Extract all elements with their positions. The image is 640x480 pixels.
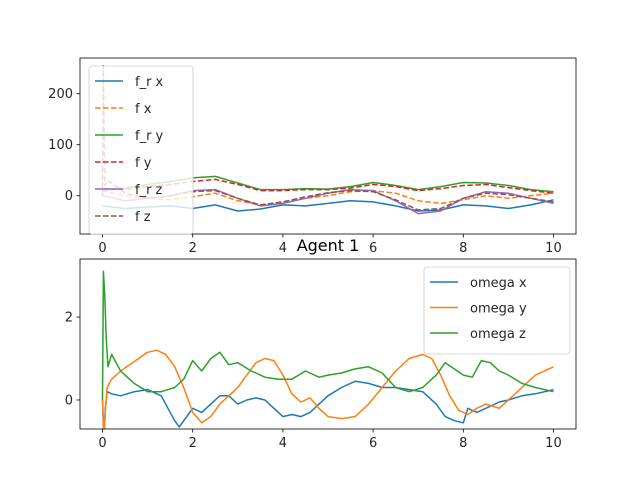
x-tick-label: 0: [98, 241, 106, 256]
x-tick-label: 8: [459, 436, 467, 451]
x-tick-label: 8: [459, 241, 467, 256]
top-axes-frame: [79, 57, 577, 235]
x-tick-label: 6: [369, 436, 377, 451]
legend-label: f y: [135, 156, 152, 171]
x-tick-label: 0: [98, 436, 106, 451]
bottom-legend: omega x omega y omega z: [423, 266, 571, 355]
x-tick-label: 4: [279, 241, 287, 256]
top-legend: f_r x f x f_r y f y f_r z f z: [88, 65, 194, 235]
legend-box: [423, 266, 571, 355]
y-tick-label: 2: [65, 311, 73, 326]
y-tick-label: 100: [48, 138, 73, 153]
x-tick-label: 2: [189, 436, 197, 451]
legend-box: [88, 65, 194, 235]
bottom-subplot: 0 2 4 6 8 10 0 2 omega x omega y omega z: [65, 258, 577, 451]
series-line-0: [101, 380, 554, 429]
legend-label: f_r z: [135, 183, 163, 198]
bottom-ticks: 0 2 4 6 8 10 0 2: [65, 311, 562, 451]
legend-label: f x: [135, 102, 152, 117]
series-line-1: [101, 349, 554, 429]
legend-label: omega y: [470, 302, 527, 317]
x-tick-label: 6: [369, 241, 377, 256]
x-tick-label: 2: [189, 241, 197, 256]
legend-label: omega x: [470, 276, 527, 291]
legend-label: omega z: [470, 327, 526, 342]
y-tick-label: 0: [65, 189, 73, 204]
bottom-chart-title: Agent 1: [297, 236, 360, 255]
x-tick-label: 10: [545, 241, 562, 256]
legend-label: f z: [135, 210, 151, 225]
y-tick-label: 0: [65, 393, 73, 408]
series-line-2: [101, 270, 554, 401]
x-tick-label: 10: [545, 436, 562, 451]
legend-label: f_r x: [135, 75, 164, 90]
y-tick-label: 200: [48, 87, 73, 102]
bottom-axes-frame: [79, 258, 577, 430]
legend-label: f_r y: [135, 129, 164, 144]
x-tick-label: 4: [279, 436, 287, 451]
bottom-series-lines: [101, 270, 554, 429]
